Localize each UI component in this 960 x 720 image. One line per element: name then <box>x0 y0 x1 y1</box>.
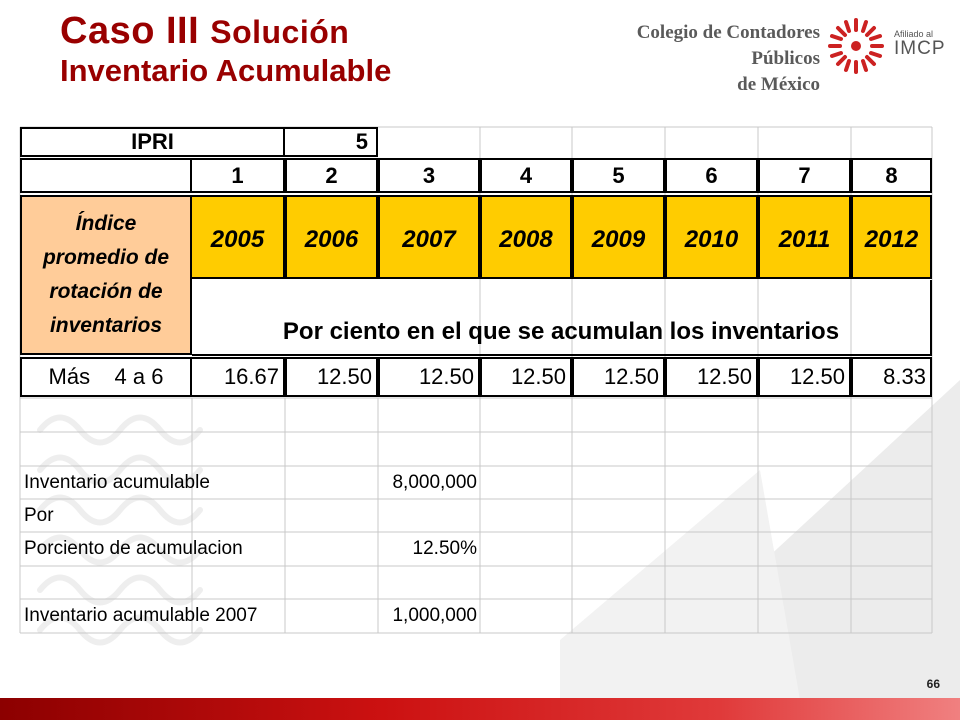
percentage-cell-4: 12.50 <box>480 357 572 397</box>
column-number-5: 5 <box>572 158 665 193</box>
percentage-cell-2: 12.50 <box>285 357 378 397</box>
mas-range-label: Más 4 a 6 <box>20 357 192 397</box>
column-number-8: 8 <box>851 158 932 193</box>
org-line-1: Colegio de Contadores Públicos <box>636 22 820 69</box>
year-cell-3: 2007 <box>378 195 480 279</box>
column-number-4: 4 <box>480 158 572 193</box>
title-solution: Solución <box>210 14 350 50</box>
year-cell-6: 2010 <box>665 195 758 279</box>
slide-subtitle: Inventario Acumulable <box>60 53 392 88</box>
ccpm-logo-icon <box>828 18 884 74</box>
year-cell-5: 2009 <box>572 195 665 279</box>
percentage-cell-3: 12.50 <box>378 357 480 397</box>
year-cell-1: 2005 <box>192 195 285 279</box>
mas-label: Más <box>48 364 91 389</box>
result-label: Inventario acumulable 2007 <box>24 605 258 626</box>
por-label: Por <box>24 504 54 526</box>
column-number-6: 6 <box>665 158 758 193</box>
ipri-label: IPRI <box>20 127 285 157</box>
percentage-cell-5: 12.50 <box>572 357 665 397</box>
column-number-2: 2 <box>285 158 378 193</box>
index-label-line-1: Índice <box>75 212 137 235</box>
title-main: Caso III <box>60 10 200 52</box>
year-cell-4: 2008 <box>480 195 572 279</box>
percentage-cell-1: 16.67 <box>192 357 285 397</box>
column-number-7: 7 <box>758 158 851 193</box>
imcp-affiliation: Afiliado al IMCP <box>894 29 946 59</box>
ipri-value: 5 <box>285 127 378 157</box>
inventario-label: Inventario acumulable <box>24 471 210 493</box>
year-cell-2: 2006 <box>285 195 378 279</box>
org-line-2: de México <box>737 74 820 95</box>
column-number-blank <box>20 158 192 193</box>
percent-caption: Por ciento en el que se acumulan los inv… <box>192 280 932 356</box>
index-label-line-2: promedio de <box>42 246 169 269</box>
range-label: 4 a 6 <box>114 364 164 389</box>
slide-title: Caso III Solución Inventario Acumulable <box>60 12 391 86</box>
affiliation-small-text: Afiliado al <box>894 29 934 39</box>
affiliation-brand: IMCP <box>894 38 946 59</box>
organization-name: Colegio de Contadores Públicos de México <box>568 20 820 98</box>
percentage-cell-8: 8.33 <box>851 357 932 397</box>
footer-bar <box>0 698 960 720</box>
porciento-label: Porciento de acumulacion <box>24 538 243 559</box>
index-label-line-3: rotación de <box>49 280 163 303</box>
inventario-value: 8,000,000 <box>392 471 477 493</box>
percentage-cell-6: 12.50 <box>665 357 758 397</box>
page-number: 66 <box>926 677 940 691</box>
column-number-1: 1 <box>192 158 285 193</box>
result-value: 1,000,000 <box>392 605 477 626</box>
porciento-value: 12.50% <box>412 538 477 559</box>
column-number-3: 3 <box>378 158 480 193</box>
index-label: Índice promedio de rotación de inventari… <box>20 195 192 355</box>
index-label-line-4: inventarios <box>49 314 163 337</box>
year-cell-8: 2012 <box>851 195 932 279</box>
percentage-cell-7: 12.50 <box>758 357 851 397</box>
year-cell-7: 2011 <box>758 195 851 279</box>
